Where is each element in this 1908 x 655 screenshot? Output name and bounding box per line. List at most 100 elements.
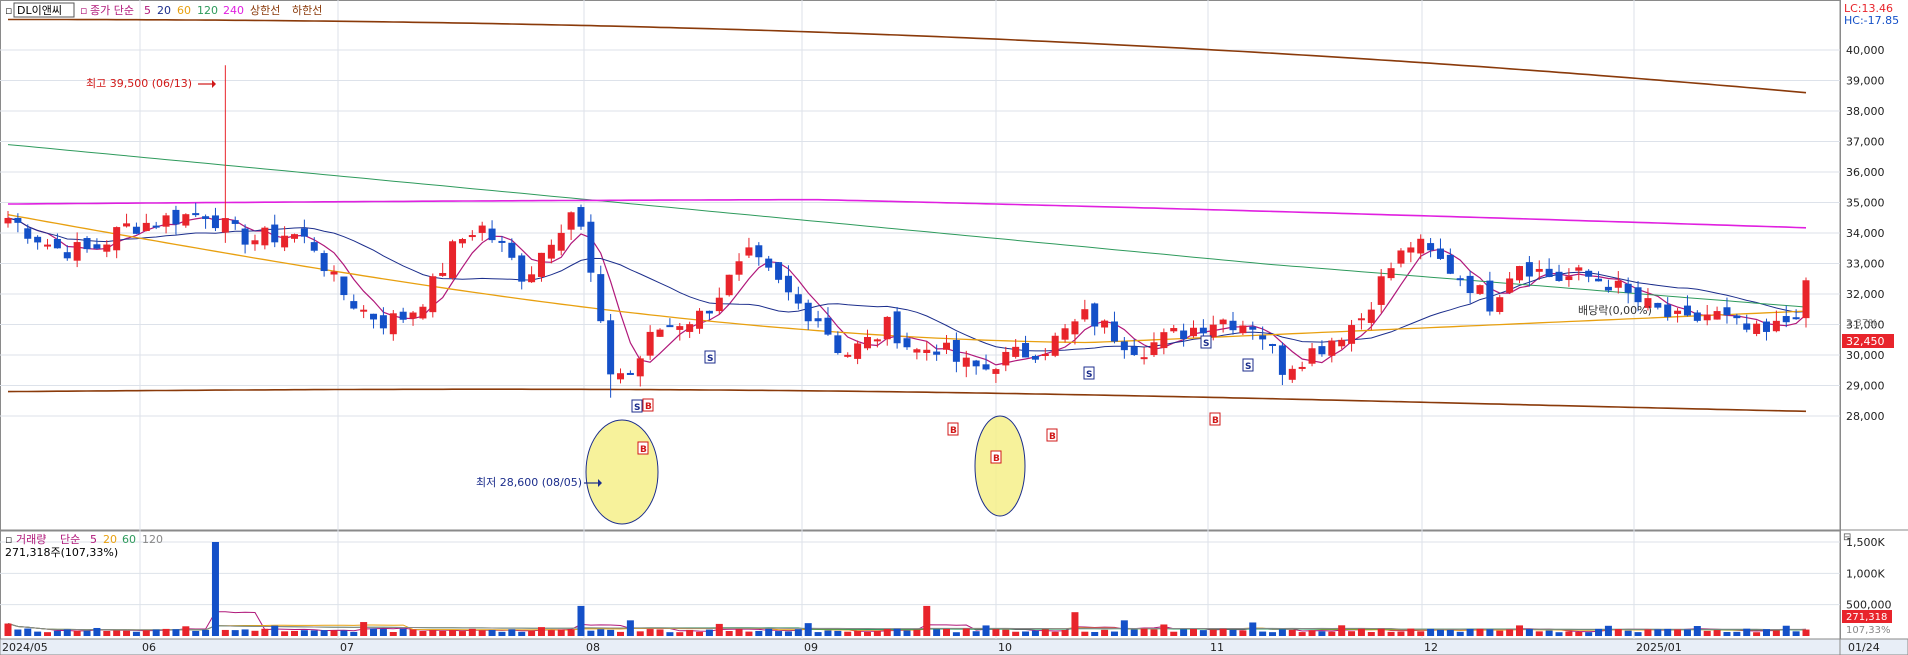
x-tick-label: 12 [1424, 641, 1438, 654]
volume-bar [1338, 625, 1346, 636]
x-tick-label: 06 [142, 641, 156, 654]
volume-bar [1041, 629, 1049, 636]
price-axis: 28,000 29,000 30,000 31,000 32,000 33,000 34,0… [1846, 44, 1885, 423]
volume-bar [1002, 629, 1010, 636]
volume-bar [14, 629, 22, 636]
band-upper-label: 상한선 [250, 4, 280, 17]
volume-bar [1239, 630, 1247, 636]
volume-bar [1318, 631, 1326, 636]
candle-body [528, 274, 536, 283]
volume-title: 거래량 [16, 533, 46, 546]
band-lower-label: 하한선 [292, 3, 322, 17]
candle-body [1654, 302, 1662, 308]
candle-body [873, 339, 881, 342]
volume-bar [1031, 630, 1039, 636]
volume-bar [1585, 632, 1593, 636]
volume-bar [725, 631, 733, 636]
volume-bar [824, 630, 832, 636]
candle-body [1387, 268, 1395, 279]
candle-body [1624, 283, 1632, 293]
x-axis: 2024/05 06 07 08 09 10 11 12 2025/01 01/24 [2, 641, 1880, 654]
volume-bar [350, 631, 358, 636]
volume-bar [547, 630, 555, 636]
candle-body [626, 372, 634, 375]
volume-bar [1348, 631, 1356, 636]
candle-body [1545, 268, 1553, 278]
settings-icon[interactable]: ▫ [5, 4, 12, 17]
volume-bar [626, 620, 634, 636]
volume-bar [113, 630, 121, 636]
price-tick-label: 29,000 [1846, 380, 1885, 393]
collapse-icon[interactable]: ⊟ [1843, 532, 1851, 543]
volume-bar [1634, 632, 1642, 636]
candle-body [1436, 248, 1444, 259]
volume-bar [537, 627, 545, 636]
price-tick-label: 39,000 [1846, 75, 1885, 88]
volume-bar [1535, 631, 1543, 636]
volume-bar [488, 629, 496, 636]
volume-bar [498, 631, 506, 636]
candle-body [735, 261, 743, 275]
candle-body [142, 222, 150, 232]
highlight-ellipse-oct [974, 415, 1026, 517]
ma-legend-icon[interactable]: ▫ [80, 4, 87, 17]
candle-body [1170, 328, 1178, 332]
candle-body [775, 262, 783, 280]
price-tick-label: 34,000 [1846, 227, 1885, 240]
candle-body [1407, 247, 1415, 253]
stock-name-box[interactable] [13, 2, 75, 18]
volume-bar [1081, 631, 1089, 636]
volume-bar [1476, 628, 1484, 636]
candle-body [231, 220, 239, 224]
volume-bar [1298, 632, 1306, 636]
candle-body [992, 369, 1000, 374]
volume-bar [656, 629, 664, 636]
volume-bar [83, 630, 91, 636]
volume-bar [1614, 629, 1622, 636]
volume-bar [686, 629, 694, 636]
volume-legend: ▫ 거래량 단순 5 20 60 120 271,318주(107,33%) ⊟ [5, 532, 1851, 559]
current-volume-percent: 107,33% [1846, 625, 1891, 636]
volume-bars [4, 542, 1810, 636]
current-volume-box [1842, 610, 1892, 623]
volume-legend-icon[interactable]: ▫ [5, 533, 12, 546]
volume-bar [933, 629, 941, 636]
ma120-label: 120 [197, 4, 218, 17]
candle-body [1209, 324, 1217, 338]
volume-bar [518, 631, 526, 636]
volume-bar [93, 627, 101, 636]
candle-body [1101, 320, 1109, 328]
low-arrowhead [598, 479, 602, 487]
volume-bar [132, 631, 140, 636]
volume-bar [1199, 630, 1207, 636]
ma240-label: 240 [223, 4, 244, 17]
current-price-box [1842, 334, 1894, 348]
volume-bar [310, 630, 318, 636]
candle-body [923, 349, 931, 353]
sell-signal-label: S [634, 403, 640, 413]
candle-body [834, 335, 842, 354]
candle-body [1446, 254, 1454, 274]
candle-body [211, 215, 219, 229]
candle-body [1239, 325, 1247, 334]
candle-body [202, 216, 210, 219]
candle-body [646, 331, 654, 356]
volume-bar [1733, 631, 1741, 636]
candle-body [1674, 310, 1682, 314]
candle-body [192, 213, 200, 216]
candle-body [123, 223, 131, 227]
candle-body [844, 354, 852, 357]
x-tick-label: 10 [998, 641, 1012, 654]
volume-bar [1101, 629, 1109, 636]
volume-bar [468, 628, 476, 636]
volume-bar [1387, 631, 1395, 636]
candle-body [784, 275, 792, 293]
candle-body [913, 349, 921, 353]
candle-body [221, 218, 229, 233]
volume-bar [636, 631, 644, 636]
volume-bar [320, 630, 328, 636]
volume-bar [44, 632, 52, 636]
candle-body [656, 329, 664, 337]
sell-signal-label: S [707, 354, 713, 364]
